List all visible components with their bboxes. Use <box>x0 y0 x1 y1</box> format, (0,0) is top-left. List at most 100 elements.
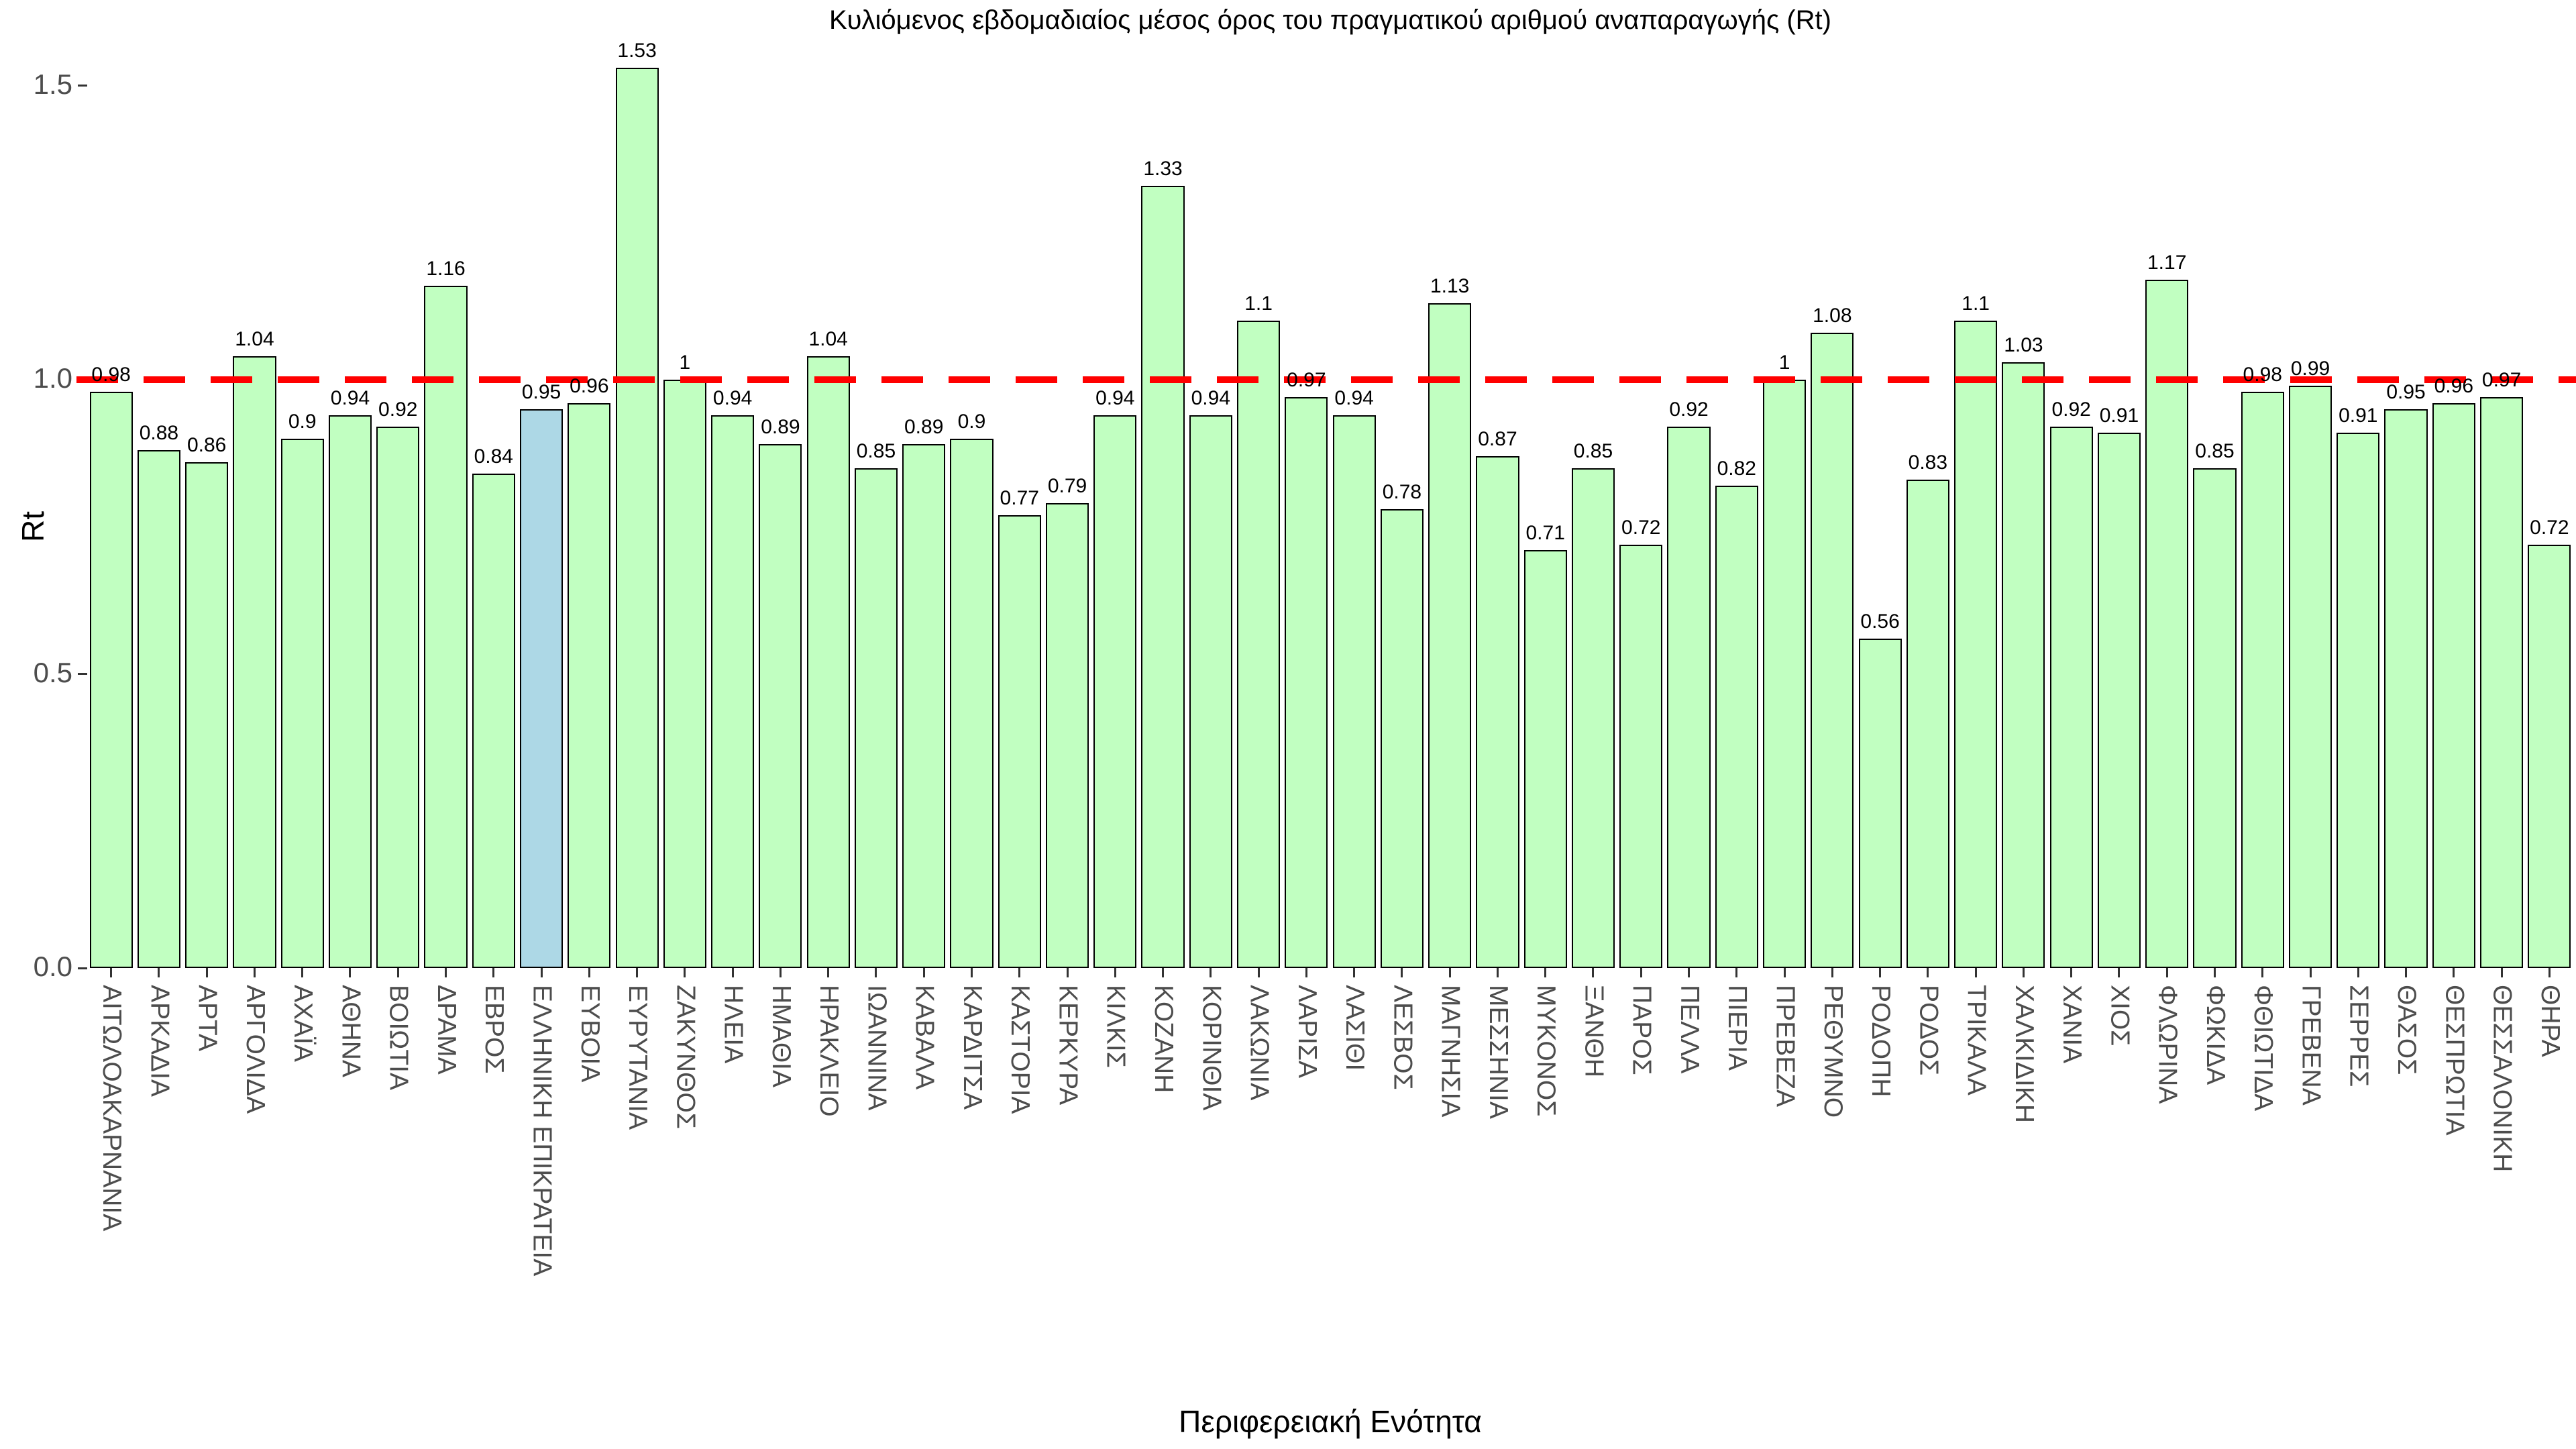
x-axis-tick <box>588 968 590 977</box>
x-tick-label-cell: ΛΑΚΩΝΙΑ <box>1234 985 1282 1414</box>
x-tick-label-cell: ΚΑΒΑΛΑ <box>900 985 948 1414</box>
bar <box>2337 432 2380 968</box>
x-axis-tick <box>1305 968 1307 977</box>
bar-value-label: 0.94 <box>1191 386 1230 409</box>
x-axis-tick <box>2261 968 2264 977</box>
x-tick-label-cell: ΧΙΟΣ <box>2095 985 2143 1414</box>
bar-value-label: 0.98 <box>2243 363 2282 386</box>
x-tick-label: ΚΟΡΙΝΘΙΑ <box>1197 985 1226 1111</box>
x-tick-label: ΦΩΚΙΔΑ <box>2200 985 2230 1085</box>
x-tick-label-cell: ΘΑΣΟΣ <box>2382 985 2430 1414</box>
x-tick-label-cell: ΖΑΚΥΝΘΟΣ <box>661 985 708 1414</box>
y-tick-label: 0.5 <box>33 656 72 688</box>
x-tick-label: ΡΟΔΟΣ <box>1914 985 1943 1076</box>
x-tick-label-cell: ΦΩΚΙΔΑ <box>2191 985 2239 1414</box>
y-axis-tick <box>78 967 87 969</box>
x-tick-label-cell: ΚΑΣΤΟΡΙΑ <box>996 985 1043 1414</box>
x-tick-label: ΚΑΒΑΛΑ <box>910 985 939 1090</box>
x-axis-tick <box>253 968 256 977</box>
bar <box>854 468 898 968</box>
bar-value-label: 0.95 <box>2386 380 2426 403</box>
x-tick-label: ΚΟΖΑΝΗ <box>1149 985 1178 1093</box>
x-tick-label-cell: ΚΑΡΔΙΤΣΑ <box>948 985 996 1414</box>
x-axis-tick <box>731 968 734 977</box>
bar <box>2145 279 2189 968</box>
bar <box>2288 385 2332 968</box>
bar <box>1189 415 1232 968</box>
y-axis-tick <box>78 673 87 675</box>
x-tick-label-cell: ΗΛΕΙΑ <box>709 985 757 1414</box>
x-axis-tick <box>2070 968 2073 977</box>
bar <box>1380 508 1424 968</box>
x-tick-label: ΣΕΡΡΕΣ <box>2344 985 2373 1087</box>
x-axis-tick <box>2357 968 2359 977</box>
x-axis-tick <box>922 968 925 977</box>
y-tick-label: 1.0 <box>33 362 72 394</box>
x-tick-label: ΕΥΡΥΤΑΝΙΑ <box>623 985 653 1130</box>
x-tick-label: ΘΑΣΟΣ <box>2392 985 2421 1075</box>
x-tick-label: ΛΑΚΩΝΙΑ <box>1244 985 1274 1101</box>
bar <box>1906 480 1949 968</box>
x-tick-label-cell: ΕΛΛΗΝΙΚΗ ΕΠΙΚΡΑΤΕΙΑ <box>517 985 565 1414</box>
bar-highlight <box>519 409 564 968</box>
x-tick-label-cell: ΧΑΝΙΑ <box>2047 985 2095 1414</box>
bar-value-label: 1.04 <box>235 327 274 350</box>
bar <box>998 515 1041 968</box>
x-tick-label: ΚΕΡΚΥΡΑ <box>1053 985 1083 1106</box>
x-tick-label-cell: ΧΑΛΚΙΔΙΚΗ <box>2000 985 2047 1414</box>
bar <box>1237 321 1281 968</box>
bar <box>1332 415 1376 968</box>
x-axis-tick <box>2405 968 2408 977</box>
x-tick-label: ΑΙΤΩΛΟΑΚΑΡΝΑΝΙΑ <box>97 985 127 1232</box>
x-tick-label-cell: ΚΟΡΙΝΘΙΑ <box>1187 985 1234 1414</box>
bar-value-label: 1.17 <box>2147 251 2187 274</box>
bar-value-label: 1.1 <box>1962 292 1990 315</box>
bar-value-label: 0.84 <box>474 445 513 468</box>
x-tick-label: ΚΑΡΔΙΤΣΑ <box>957 985 987 1110</box>
x-tick-label-cell: ΑΘΗΝΑ <box>326 985 374 1414</box>
x-axis-tick <box>1210 968 1212 977</box>
bar-value-label: 0.89 <box>904 416 944 439</box>
bar-value-label: 0.94 <box>1334 386 1374 409</box>
bar <box>1715 485 1758 968</box>
bar-value-label: 0.94 <box>330 386 370 409</box>
x-tick-label-cell: ΚΙΛΚΙΣ <box>1091 985 1139 1414</box>
x-axis-tick <box>2453 968 2455 977</box>
x-tick-label-cell: ΜΕΣΣΗΝΙΑ <box>1474 985 1521 1414</box>
x-tick-label-cell: ΔΡΑΜΑ <box>422 985 470 1414</box>
reference-line-rt-1 <box>76 376 2576 383</box>
bar-value-label: 0.94 <box>712 386 753 409</box>
x-tick-label-cell: ΘΕΣΠΡΩΤΙΑ <box>2430 985 2477 1414</box>
y-tick-label: 1.5 <box>33 68 72 100</box>
x-axis-tick <box>540 968 543 977</box>
bar-value-label: 1.1 <box>1244 292 1273 315</box>
x-axis-tick <box>970 968 973 977</box>
bar-value-label: 1 <box>679 352 691 374</box>
x-tick-label: ΑΡΓΟΛΙΔΑ <box>240 985 270 1114</box>
bar <box>1667 427 1711 968</box>
x-tick-label-cell: ΠΡΕΒΕΖΑ <box>1760 985 1808 1414</box>
x-tick-label-cell: ΡΕΘΥΜΝΟ <box>1809 985 1856 1414</box>
x-tick-label: ΑΡΤΑ <box>193 985 222 1051</box>
x-axis-tick <box>1257 968 1260 977</box>
x-axis-tick <box>1162 968 1165 977</box>
x-tick-label-cell: ΜΑΓΝΗΣΙΑ <box>1426 985 1474 1414</box>
x-tick-label: ΠΑΡΟΣ <box>1627 985 1656 1075</box>
bar-value-label: 0.72 <box>2530 516 2569 539</box>
bar <box>2002 362 2045 968</box>
x-axis-tick <box>2118 968 2121 977</box>
bar-value-label: 1.03 <box>2004 333 2043 356</box>
x-tick-label-cell: ΞΑΝΘΗ <box>1569 985 1617 1414</box>
bar-value-label: 0.98 <box>91 363 131 386</box>
x-tick-label: ΧΑΛΚΙΔΙΚΗ <box>2009 985 2039 1123</box>
bar-value-label: 0.72 <box>1621 516 1661 539</box>
x-axis-tick <box>301 968 304 977</box>
x-axis-tick <box>1688 968 1690 977</box>
x-tick-label: ΛΕΣΒΟΣ <box>1388 985 1417 1090</box>
bar <box>376 427 420 968</box>
y-tick-label: 0.0 <box>33 951 72 982</box>
x-axis-tick <box>2022 968 2025 977</box>
x-tick-label: ΙΩΑΝΝΙΝΑ <box>862 985 892 1111</box>
bar <box>233 356 276 968</box>
